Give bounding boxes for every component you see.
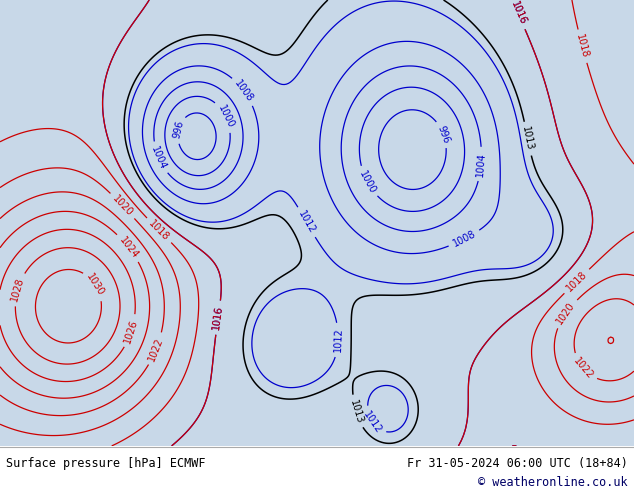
Text: 1008: 1008 (233, 78, 255, 104)
Text: 1022: 1022 (147, 336, 165, 362)
Text: 1018: 1018 (564, 269, 589, 294)
Text: 1026: 1026 (123, 318, 140, 344)
Text: 1012: 1012 (361, 409, 384, 435)
Text: 1028: 1028 (10, 276, 26, 302)
Text: 1020: 1020 (555, 300, 577, 326)
Text: © weatheronline.co.uk: © weatheronline.co.uk (478, 476, 628, 489)
Text: 1024: 1024 (117, 235, 140, 260)
Text: 1030: 1030 (84, 272, 107, 298)
Text: 1022: 1022 (571, 356, 595, 381)
Text: 1004: 1004 (475, 151, 487, 177)
Text: 1000: 1000 (216, 103, 235, 129)
Text: Surface pressure [hPa] ECMWF: Surface pressure [hPa] ECMWF (6, 457, 206, 469)
Text: 1012: 1012 (333, 327, 344, 352)
Text: 1018: 1018 (574, 33, 590, 59)
Text: 996: 996 (436, 124, 451, 145)
Text: 1008: 1008 (451, 229, 477, 249)
Text: Fr 31-05-2024 06:00 UTC (18+84): Fr 31-05-2024 06:00 UTC (18+84) (407, 457, 628, 469)
Text: 1016: 1016 (212, 305, 224, 330)
Text: 1016: 1016 (212, 305, 224, 330)
Text: 1020: 1020 (110, 194, 134, 218)
Text: 1016: 1016 (508, 0, 527, 26)
Text: 1012: 1012 (296, 209, 317, 235)
Text: 1013: 1013 (347, 398, 365, 425)
Text: 1013: 1013 (521, 126, 535, 152)
Text: 1018: 1018 (147, 218, 171, 243)
Text: 996: 996 (172, 120, 186, 140)
Text: 1000: 1000 (357, 169, 378, 195)
Text: 1016: 1016 (508, 0, 527, 26)
Text: 1004: 1004 (150, 145, 168, 172)
